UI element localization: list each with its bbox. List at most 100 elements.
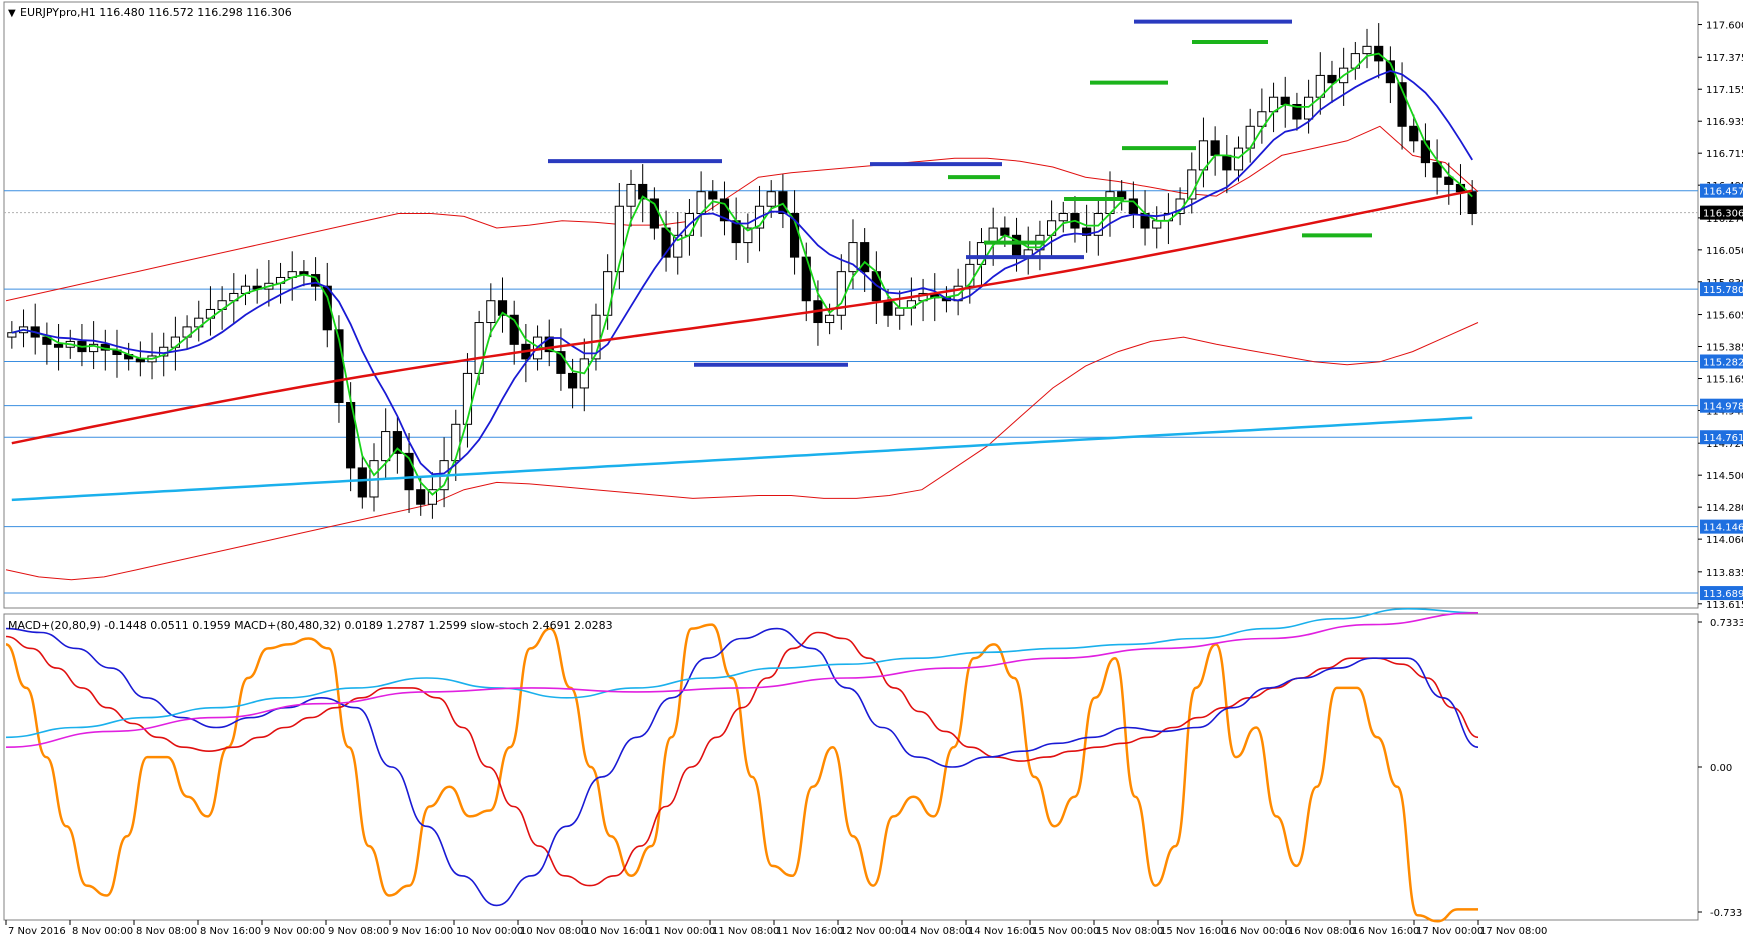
candle-body (638, 183, 648, 200)
candle-body (462, 372, 473, 425)
candle-body (1233, 147, 1244, 171)
price-tick-label: 114.060 (1706, 535, 1743, 546)
candle-body (509, 314, 519, 345)
price-tick-label: 114.720 (1706, 439, 1743, 450)
indicator-series-line (5, 627, 1479, 907)
candle-body (848, 242, 858, 273)
candle-body (1210, 140, 1220, 156)
indicator-axis: 0.7333 0.00 -0.7333 (1698, 618, 1743, 919)
time-tick-label: 16 Nov 16:00 (1352, 926, 1419, 937)
candle-body (1058, 213, 1068, 222)
candle-body (427, 489, 438, 505)
candle-body (1304, 96, 1314, 120)
candle-body (825, 314, 835, 324)
candle-body (614, 205, 624, 273)
candle-body (404, 452, 414, 491)
indicator-tick-label: 0.00 (1710, 763, 1732, 774)
upper-band-line (5, 125, 1479, 302)
candle-body (7, 332, 17, 338)
time-tick-label: 11 Nov 16:00 (776, 926, 843, 937)
candle-body (1292, 103, 1302, 120)
level-label-box (1700, 398, 1743, 413)
level-label-box (1700, 430, 1743, 445)
indicator-tick-label: -0.7333 (1710, 908, 1743, 919)
marker-dashes (548, 19, 1372, 367)
candle-body (673, 234, 683, 258)
time-tick-label: 9 Nov 16:00 (392, 926, 453, 937)
candle-body (626, 183, 636, 207)
indicator-panel[interactable]: MACD+(20,80,9) -0.1448 0.0511 0.1959 MAC… (3, 607, 1699, 923)
blue-ma-line (11, 69, 1473, 476)
time-tick-label: 8 Nov 00:00 (72, 926, 133, 937)
time-tick-label: 15 Nov 16:00 (1160, 926, 1227, 937)
horizontal-levels (4, 190, 1698, 594)
candle-body (883, 300, 893, 316)
time-tick-label: 16 Nov 00:00 (1224, 926, 1291, 937)
candle-body (1327, 74, 1337, 84)
indicator-series-line (5, 623, 1478, 923)
level-label: 114.978 (1703, 402, 1743, 413)
price-tick-label: 116.050 (1706, 246, 1743, 257)
candle-body (1082, 227, 1092, 236)
lower-band-line (5, 322, 1479, 581)
candle-body (544, 336, 554, 353)
time-tick-label: 8 Nov 08:00 (136, 926, 197, 937)
time-tick-label: 9 Nov 08:00 (328, 926, 389, 937)
indicator-series-line (5, 612, 1479, 748)
upper-envelope (5, 125, 1479, 302)
level-label: 115.780 (1703, 285, 1743, 296)
time-tick-label: 11 Nov 08:00 (712, 926, 779, 937)
price-tick-label: 113.835 (1706, 568, 1743, 579)
current-price-label: 116.306 (1703, 209, 1743, 220)
candle-body (1257, 111, 1267, 127)
time-tick-label: 12 Nov 00:00 (840, 926, 907, 937)
time-tick-label: 15 Nov 08:00 (1096, 926, 1163, 937)
candle-body (1432, 162, 1442, 178)
price-tick-label: 114.280 (1706, 503, 1743, 514)
candle-body (1152, 220, 1162, 229)
time-axis: 7 Nov 2016 8 Nov 00:00 8 Nov 08:00 8 Nov 16… (5, 920, 1547, 937)
symbol-header: EURJPYpro,H1 116.480 116.572 116.298 116… (20, 6, 292, 19)
indicator-tick-label: 0.7333 (1710, 618, 1743, 629)
time-tick-label: 10 Nov 16:00 (584, 926, 651, 937)
lower-envelope (5, 322, 1479, 581)
candle-body (743, 227, 753, 244)
candle-body (860, 242, 870, 273)
menu-triangle-icon[interactable]: ▼ (8, 8, 16, 19)
time-tick-label: 17 Nov 00:00 (1416, 926, 1483, 937)
indicator-series-line (5, 607, 1479, 739)
level-label: 116.457 (1703, 187, 1743, 198)
price-tick-label: 113.615 (1706, 600, 1743, 611)
candle-body (486, 300, 496, 324)
moving-averages (11, 52, 1473, 502)
price-tick-label: 114.500 (1706, 471, 1743, 482)
time-tick-label: 8 Nov 16:00 (200, 926, 261, 937)
time-tick-label: 16 Nov 08:00 (1288, 926, 1355, 937)
green-ma-line (11, 52, 1473, 496)
price-tick-label: 115.605 (1706, 311, 1743, 322)
time-tick-label: 11 Nov 00:00 (648, 926, 715, 937)
candle-body (988, 227, 998, 244)
price-tick-label: 117.375 (1706, 53, 1743, 64)
time-tick-label: 14 Nov 16:00 (968, 926, 1035, 937)
price-tick-label: 115.165 (1706, 375, 1743, 386)
level-label: 115.282 (1703, 357, 1743, 368)
candle-body (310, 274, 321, 287)
current-price-box (1700, 205, 1743, 220)
price-tick-label: 115.385 (1706, 343, 1743, 354)
candle-body (1222, 154, 1232, 171)
candle-body (357, 467, 367, 498)
candle-body (556, 351, 566, 374)
candle-body (322, 285, 332, 331)
candle-body (1000, 227, 1010, 236)
price-tick-label: 117.155 (1706, 85, 1743, 96)
price-chart-panel[interactable]: ▼ EURJPYpro,H1 116.480 116.572 116.298 1… (3, 1, 1699, 609)
candle-body (1280, 96, 1290, 105)
level-label: 113.689 (1703, 589, 1743, 600)
level-label-box (1700, 519, 1743, 534)
candle-body (497, 300, 508, 316)
candle-body (1420, 140, 1431, 164)
candle-body (778, 191, 788, 215)
candle-body (766, 191, 776, 207)
